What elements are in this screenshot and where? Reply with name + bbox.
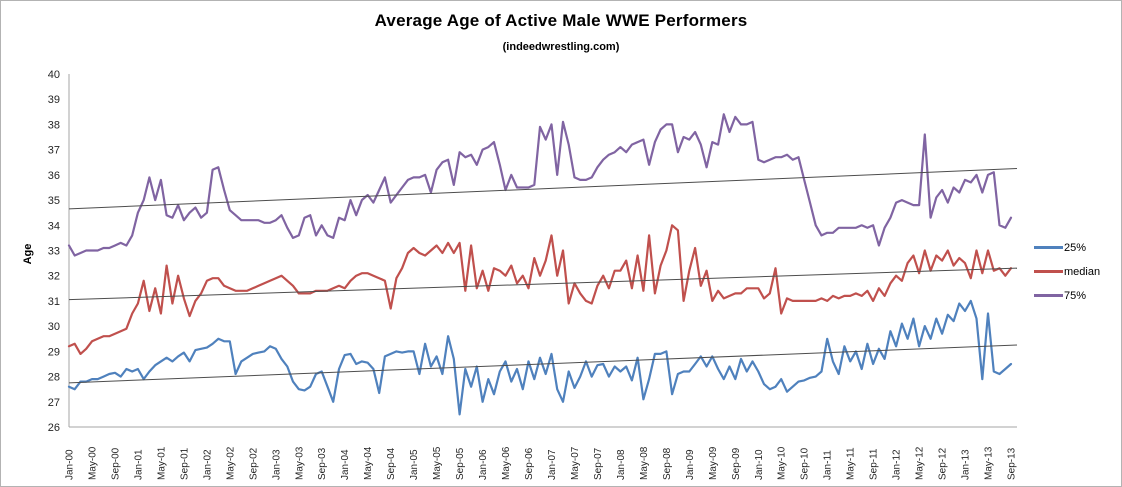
x-tick-label: May-13 [984, 446, 995, 480]
x-tick-label: Sep-13 [1007, 447, 1018, 480]
x-tick-label: May-07 [570, 446, 581, 480]
x-tick-label: Sep-08 [662, 447, 673, 480]
x-tick-label: May-01 [156, 446, 167, 480]
chart-subtitle: (indeedwrestling.com) [502, 41, 620, 53]
x-tick-label: May-00 [87, 446, 98, 480]
x-tick-label: Jan-07 [547, 449, 558, 480]
x-tick-label: May-04 [363, 446, 374, 480]
legend-item-median: median [1034, 265, 1100, 278]
series-line-75% [67, 113, 1013, 257]
legend-label-median: median [1064, 265, 1101, 278]
x-tick-label: Jan-02 [202, 449, 213, 480]
y-axis-title: Age [22, 244, 34, 265]
x-tick-label: Jan-00 [65, 449, 76, 480]
x-tick-label: May-09 [708, 446, 719, 480]
x-tick-label: Sep-12 [938, 447, 949, 480]
x-tick-label: Jan-09 [685, 449, 696, 480]
y-tick-label: 27 [48, 397, 60, 409]
legend-item-25pct: 25% [1034, 241, 1100, 254]
y-tick-label: 26 [48, 422, 60, 434]
y-tick-label: 28 [48, 372, 60, 384]
y-tick-label: 33 [48, 246, 60, 258]
y-tick-label: 37 [48, 145, 60, 157]
x-tick-label: Jan-12 [892, 449, 903, 480]
x-tick-label: May-02 [225, 446, 236, 480]
x-tick-label: May-10 [777, 446, 788, 480]
x-tick-label: Sep-03 [317, 447, 328, 480]
x-tick-label: Jan-04 [340, 449, 351, 480]
legend-label-25pct: 25% [1064, 241, 1087, 254]
series-line-25% [67, 299, 1013, 416]
legend-swatch-25pct-line-icon [1034, 246, 1063, 249]
x-tick-label: Jan-06 [478, 449, 489, 480]
x-tick-label: Sep-06 [524, 447, 535, 480]
legend-label-75pct: 75% [1064, 289, 1087, 302]
x-tick-label: May-06 [501, 446, 512, 480]
y-tick-label: 35 [48, 195, 60, 207]
y-tick-label: 31 [48, 296, 60, 308]
x-tick-label: Sep-02 [248, 447, 259, 480]
y-tick-label: 29 [48, 346, 60, 358]
x-tick-label: Sep-09 [731, 447, 742, 480]
x-tick-label: Sep-00 [110, 447, 121, 480]
x-tick-label: Sep-04 [386, 447, 397, 480]
x-tick-label: Jan-03 [271, 449, 282, 480]
y-tick-label: 40 [48, 69, 60, 81]
x-tick-label: May-12 [915, 446, 926, 480]
y-tick-label: 30 [48, 321, 60, 333]
legend-swatch-median-line-icon [1034, 270, 1063, 273]
trend-line-median [68, 267, 1018, 301]
chart-title: Average Age of Active Male WWE Performer… [374, 11, 748, 30]
y-tick-label: 36 [48, 170, 60, 182]
legend: 25% median 75% [1034, 241, 1100, 302]
x-tick-label: May-11 [846, 447, 857, 480]
series-line-median [67, 224, 1013, 355]
x-tick-label: May-08 [639, 446, 650, 480]
trend-line-25% [68, 344, 1018, 384]
legend-swatch-75pct-line-icon [1034, 294, 1063, 297]
x-tick-label: Jan-13 [961, 449, 972, 480]
x-tick-label: Jan-01 [133, 449, 144, 480]
x-tick-label: Jan-10 [754, 449, 765, 480]
x-tick-label: May-05 [432, 446, 443, 480]
y-tick-label: 34 [48, 220, 60, 232]
x-tick-label: Sep-10 [800, 447, 811, 480]
y-tick-label: 39 [48, 94, 60, 106]
x-tick-label: Jan-08 [616, 449, 627, 480]
trend-line-75% [68, 168, 1018, 210]
x-tick-label: May-03 [294, 446, 305, 480]
x-tick-label: Jan-05 [409, 449, 420, 480]
x-tick-label: Sep-01 [179, 447, 190, 480]
legend-item-75pct: 75% [1034, 289, 1100, 302]
y-tick-label: 38 [48, 119, 60, 131]
x-tick-label: Jan-11 [823, 450, 834, 480]
y-tick-label: 32 [48, 271, 60, 283]
x-tick-label: Sep-07 [593, 447, 604, 480]
x-tick-label: Sep-11 [869, 448, 880, 480]
x-tick-label: Sep-05 [455, 447, 466, 480]
